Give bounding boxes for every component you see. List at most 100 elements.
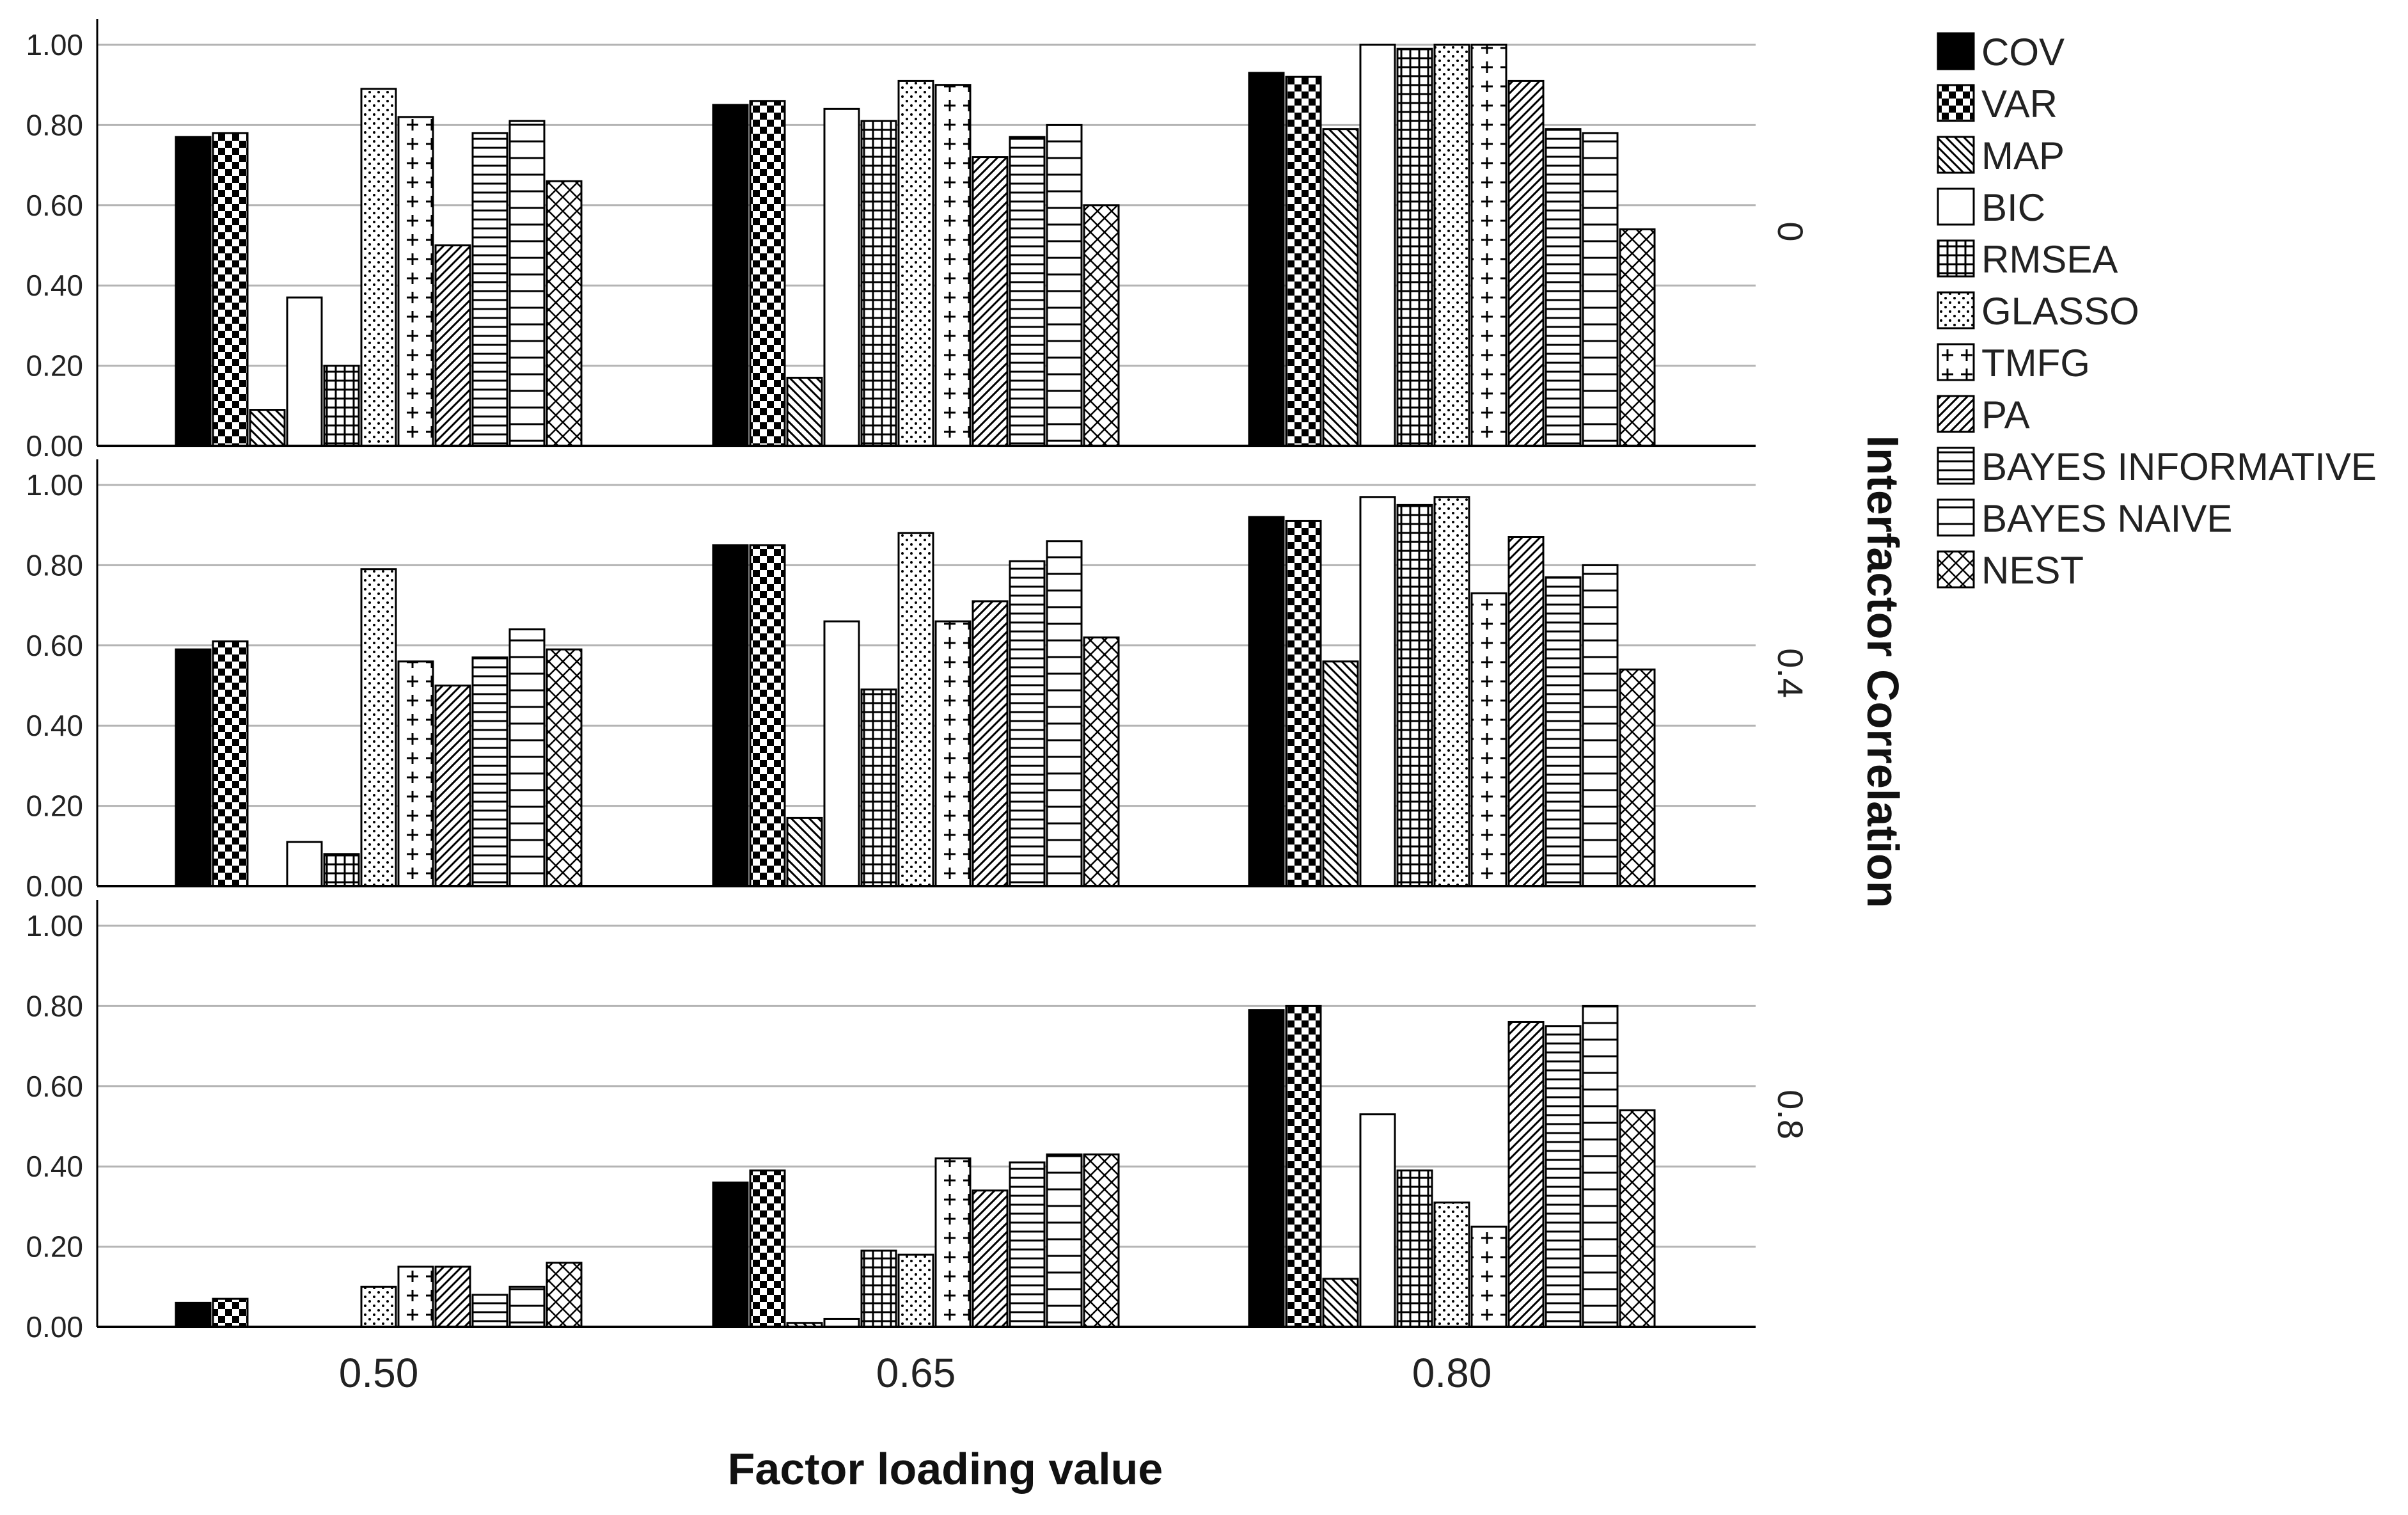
bar-tmfg xyxy=(397,660,434,887)
bar-pa xyxy=(1507,536,1545,887)
x-tick-label: 0.80 xyxy=(1412,1350,1492,1396)
y-tick-label: 1.00 xyxy=(26,28,83,61)
bar-map xyxy=(249,409,286,447)
bar-rmsea xyxy=(1396,504,1433,887)
bar-bayes-naive xyxy=(1582,564,1619,887)
legend-item: RMSEA xyxy=(1937,238,2118,281)
legend-label: NEST xyxy=(1981,549,2084,592)
bar-bayes-naive xyxy=(1046,1153,1083,1328)
bar-var xyxy=(749,100,786,447)
bar-map xyxy=(786,376,823,447)
bar-bic xyxy=(1359,1113,1396,1328)
bar-bayes-naive xyxy=(508,1285,546,1328)
y-tick-label: 0.40 xyxy=(26,269,83,302)
y-tick-label: 0.00 xyxy=(26,429,83,463)
legend-swatch xyxy=(1937,187,1975,226)
bar-nest xyxy=(546,648,583,887)
bar-bayes-naive xyxy=(508,628,546,887)
axes: 0.00 0.20 0.40 0.60 0.80 1.00 0.00 0.20 0.40 0.60… xyxy=(26,19,1756,1344)
bar-pa xyxy=(434,685,471,887)
bar-tmfg xyxy=(934,84,972,447)
bar-glasso xyxy=(1433,44,1470,447)
legend-item: GLASSO xyxy=(1937,290,2139,333)
bar-pa xyxy=(1507,79,1545,447)
bar-cov xyxy=(175,136,212,447)
y-tick-label: 0.20 xyxy=(26,789,83,823)
bar-bic xyxy=(823,620,860,887)
bar-rmsea xyxy=(860,688,897,887)
bar-rmsea xyxy=(1396,1169,1433,1328)
bar-var xyxy=(212,132,249,447)
bar-bic xyxy=(286,296,323,447)
bar-bayes-informative xyxy=(1545,576,1582,887)
bar-bayes-naive xyxy=(1046,123,1083,447)
legend-label: BAYES NAIVE xyxy=(1981,497,2232,540)
bar-nest xyxy=(1083,636,1120,887)
bar-bayes-naive xyxy=(1582,1004,1619,1328)
bar-tmfg xyxy=(934,1157,972,1328)
x-tick-label: 0.50 xyxy=(339,1350,419,1396)
bar-var xyxy=(1285,520,1322,887)
bar-tmfg xyxy=(397,1265,434,1328)
legend-label: MAP xyxy=(1981,134,2065,177)
legend-item: VAR xyxy=(1937,83,2058,125)
facet-label: 0 xyxy=(1770,221,1811,241)
bar-bayes-informative xyxy=(1009,560,1046,887)
bar-rmsea xyxy=(323,853,360,887)
bar-bayes-informative xyxy=(1009,1161,1046,1328)
legend-swatch xyxy=(1937,32,1975,70)
y-tick-label: 0.00 xyxy=(26,1310,83,1344)
y-tick-label: 0.80 xyxy=(26,989,83,1022)
legend-item: BAYES NAIVE xyxy=(1937,497,2232,540)
bar-rmsea xyxy=(323,365,360,447)
bar-glasso xyxy=(360,568,397,887)
bar-glasso xyxy=(897,532,934,887)
y-tick-label: 0.40 xyxy=(26,1150,83,1183)
legend-label: BIC xyxy=(1981,186,2045,229)
legend-swatch xyxy=(1937,550,1975,589)
bar-nest xyxy=(1619,668,1656,887)
bar-glasso xyxy=(897,79,934,447)
bar-bayes-informative xyxy=(1545,128,1582,447)
bar-bayes-naive xyxy=(1046,540,1083,887)
legend-label: PA xyxy=(1981,393,2030,436)
x-tick-label: 0.65 xyxy=(876,1350,956,1396)
y-tick-label: 0.80 xyxy=(26,548,83,582)
legend-item: MAP xyxy=(1937,134,2065,177)
bar-bayes-naive xyxy=(1582,132,1619,447)
bar-pa xyxy=(972,1189,1009,1328)
y-tick-label: 0.60 xyxy=(26,189,83,222)
y-tick-label: 0.80 xyxy=(26,108,83,141)
bar-bayes-informative xyxy=(471,132,508,447)
bar-tmfg xyxy=(1470,592,1507,887)
bar-nest xyxy=(1619,1109,1656,1328)
bar-rmsea xyxy=(860,1249,897,1328)
facet-axis-title: Interfactor Correlation xyxy=(1858,436,1908,908)
bar-var xyxy=(212,640,249,887)
bar-var xyxy=(749,1169,786,1328)
bar-pa xyxy=(434,1265,471,1328)
bar-glasso xyxy=(360,1285,397,1328)
y-tick-label: 0.60 xyxy=(26,1070,83,1103)
bar-map xyxy=(1322,128,1359,447)
bar-bayes-naive xyxy=(508,120,546,447)
bar-var xyxy=(212,1297,249,1328)
bar-pa xyxy=(972,600,1009,887)
bar-pa xyxy=(972,156,1009,447)
bar-cov xyxy=(1248,516,1285,887)
bar-var xyxy=(1285,1004,1322,1328)
x-tick-labels: 0.50 0.65 0.80 xyxy=(339,1350,1492,1396)
legend-item: TMFG xyxy=(1937,342,2090,385)
bar-nest xyxy=(546,180,583,447)
legend-swatch xyxy=(1937,447,1975,485)
bar-nest xyxy=(1083,1153,1120,1328)
legend-swatch xyxy=(1937,343,1975,381)
bar-bic xyxy=(286,841,323,887)
bars xyxy=(175,44,1656,1328)
legend-label: BAYES INFORMATIVE xyxy=(1981,445,2377,488)
legend-swatch xyxy=(1937,395,1975,433)
legend-item: COV xyxy=(1937,31,2065,74)
y-tick-label: 1.00 xyxy=(26,909,83,942)
legend-swatch xyxy=(1937,498,1975,537)
